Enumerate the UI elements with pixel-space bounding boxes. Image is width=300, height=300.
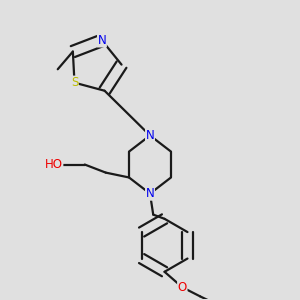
Text: S: S bbox=[71, 76, 78, 89]
Text: N: N bbox=[146, 187, 154, 200]
Text: O: O bbox=[178, 281, 187, 294]
Text: N: N bbox=[146, 129, 154, 142]
Text: N: N bbox=[98, 34, 106, 47]
Text: HO: HO bbox=[45, 158, 63, 171]
